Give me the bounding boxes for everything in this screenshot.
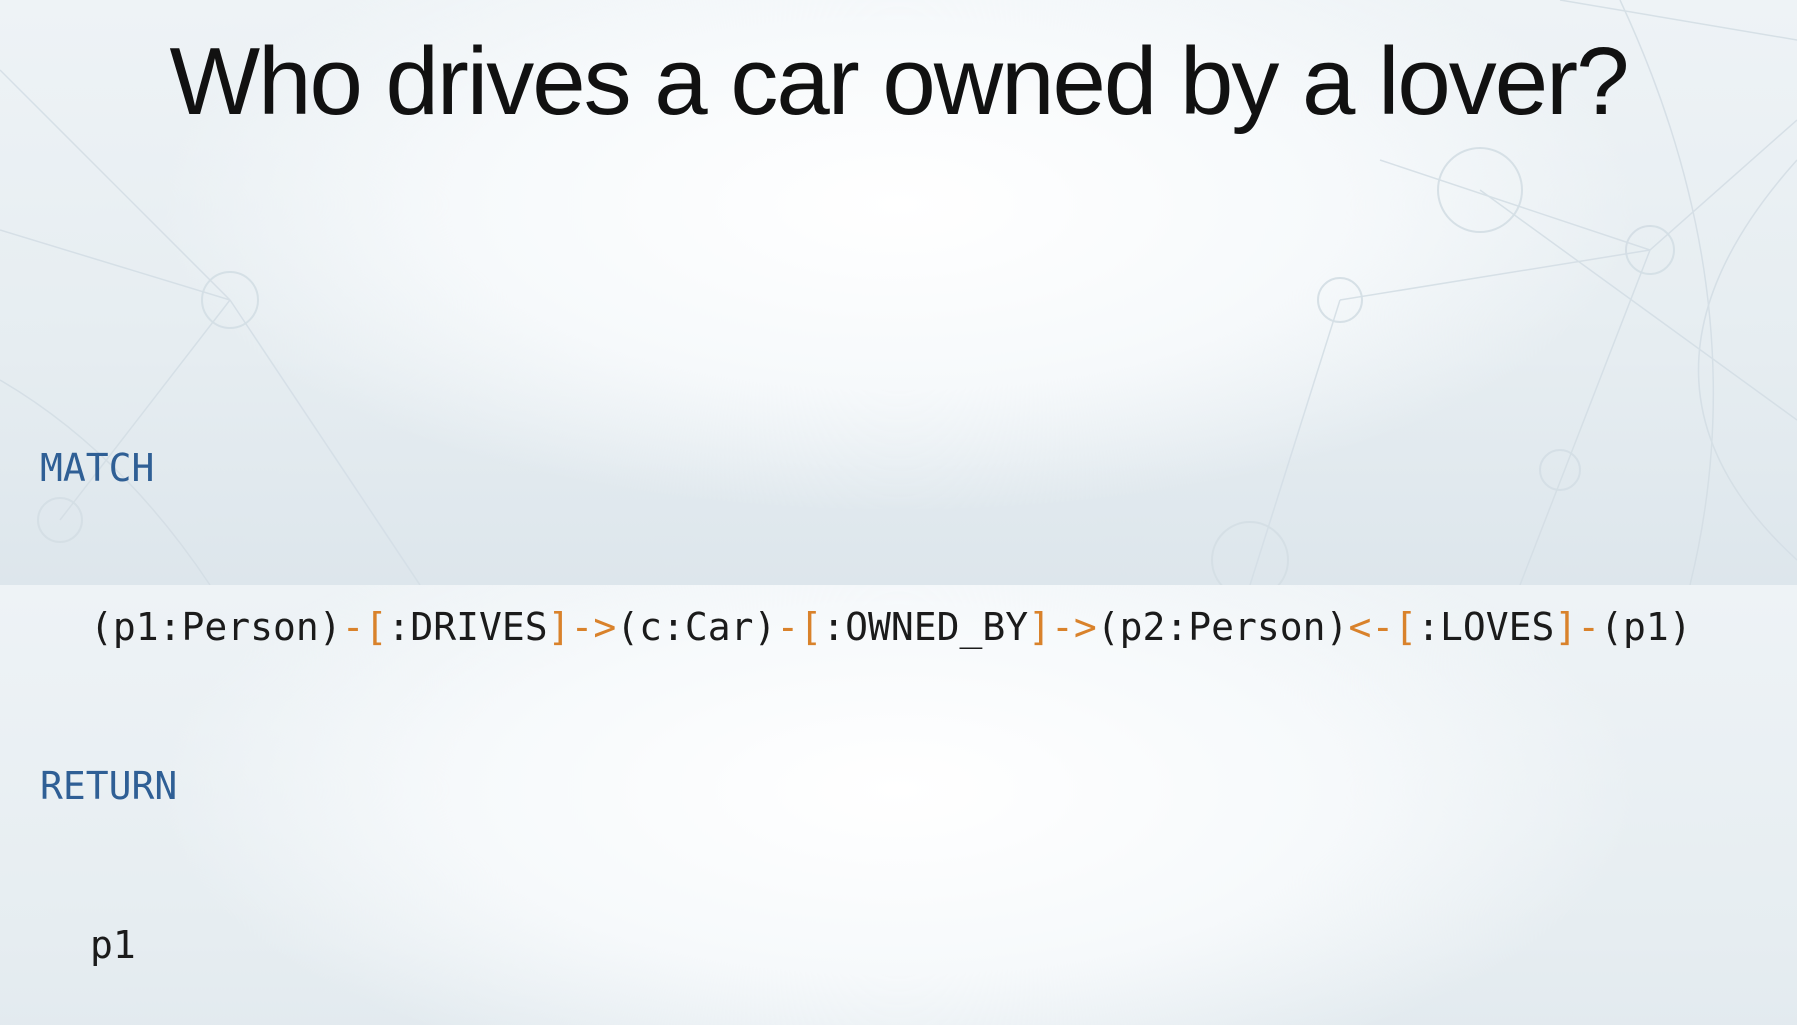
pattern-token: -> [570, 605, 617, 649]
pattern-token: [ [1394, 605, 1418, 649]
pattern-token: (p1) [1600, 605, 1692, 649]
query-line-pattern: (p1:Person)-[:DRIVES]->(c:Car)-[:OWNED_B… [40, 601, 1692, 654]
slide-title: Who drives a car owned by a lover? [169, 28, 1629, 135]
pattern-token: ] [1554, 605, 1578, 649]
match-keyword: MATCH [40, 446, 155, 490]
pattern-token: (p1:Person) [90, 605, 342, 649]
pattern-token: ] [547, 605, 571, 649]
cypher-query-block: MATCH (p1:Person)-[:DRIVES]->(c:Car)-[:O… [40, 336, 1692, 1025]
pattern-token: - [1577, 605, 1601, 649]
pattern-token: [ [364, 605, 388, 649]
pattern-token: :LOVES [1417, 605, 1555, 649]
pattern-token: - [776, 605, 800, 649]
pattern-token: (c:Car) [616, 605, 777, 649]
return-keyword: RETURN [40, 764, 178, 808]
pattern-token: <- [1348, 605, 1395, 649]
pattern-token: [ [799, 605, 823, 649]
pattern-token: -> [1051, 605, 1097, 649]
return-value: p1 [90, 923, 136, 967]
pattern-token: (p2:Person) [1096, 605, 1349, 649]
pattern-token: :DRIVES [387, 605, 548, 649]
pattern-token: ] [1028, 605, 1051, 649]
query-line-return: RETURN [40, 760, 1692, 813]
pattern-token: - [341, 605, 365, 649]
pattern-token: :OWNED_BY [822, 605, 1029, 649]
query-line-return-value: p1 [40, 919, 1692, 972]
query-line-match: MATCH [40, 442, 1692, 495]
background-network-graphic [0, 0, 1797, 585]
